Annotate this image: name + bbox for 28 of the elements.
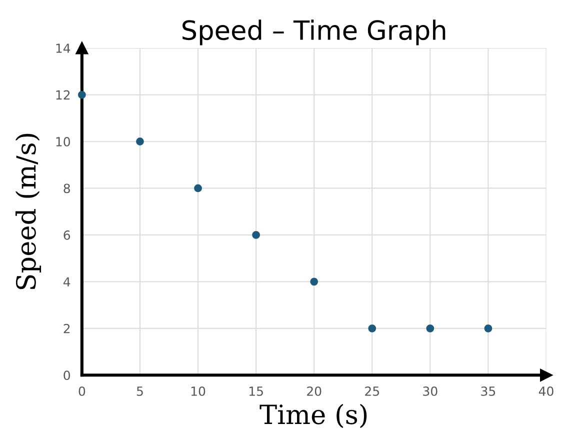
y-tick-label: 4 [63, 277, 70, 286]
x-tick-label: 25 [365, 386, 379, 396]
x-tick-label: 35 [481, 386, 496, 396]
point [484, 324, 492, 332]
point [310, 278, 318, 286]
point [136, 138, 144, 146]
y-tick-label: 0 [64, 370, 70, 380]
y-tick-label: 12 [56, 90, 70, 100]
x-axis-title: Time (s) [260, 404, 367, 428]
y-tick-label: 8 [64, 184, 70, 194]
x-tick-label: 5 [136, 386, 143, 396]
y-tick-label: 10 [56, 136, 70, 146]
x-tick-label: 40 [538, 386, 554, 396]
chart-title: Speed – Time Graph [182, 20, 446, 46]
x-tick-label: 15 [249, 386, 263, 396]
x-tick-label: 10 [191, 386, 206, 396]
point [78, 90, 86, 99]
y-axis-title: Speed (m/s) [15, 134, 42, 290]
point [368, 324, 376, 332]
y-tick-label: 2 [64, 324, 70, 334]
x-tick-label: 0 [78, 386, 86, 396]
point [194, 184, 202, 192]
point [252, 231, 260, 239]
x-tick-label: 30 [423, 386, 438, 396]
x-tick-label: 20 [307, 386, 322, 396]
point [426, 324, 434, 332]
y-tick-label: 6 [64, 230, 70, 240]
y-tick-label: 14 [56, 44, 70, 53]
